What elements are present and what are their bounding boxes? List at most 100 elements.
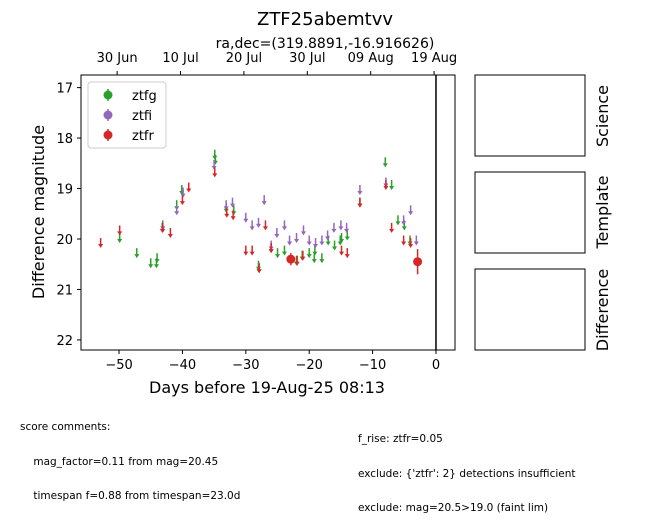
ztfr-limit-arrow (300, 256, 306, 261)
ztfi-limit-arrow (313, 244, 319, 249)
template-panel (474, 171, 586, 254)
ztfi-limit-arrow (249, 226, 255, 231)
top-tick-label: 10 Jul (162, 51, 198, 66)
ztfr-limit-arrow (401, 241, 407, 246)
legend: ztfg ztfi ztfr (87, 81, 167, 149)
x-tick-label: −30 (232, 358, 259, 373)
ztfr-limit-arrow (179, 201, 185, 206)
ztfr-limit-arrow (230, 216, 236, 221)
ztfg-limit-arrow (382, 163, 388, 168)
y-tick-label: 20 (56, 233, 73, 248)
y-tick-label: 21 (56, 283, 73, 298)
ztfr-limit-arrow (408, 244, 414, 249)
comment-line: f_rise: ztfr=0.05 (358, 433, 443, 445)
ztfr-detections-point (286, 254, 296, 264)
legend-marker (103, 90, 113, 100)
ztfg-limit-arrow (311, 259, 317, 264)
ztfi-limit-arrow (274, 233, 280, 238)
chart-title: ZTF25abemtvv (257, 9, 393, 30)
y-axis-label: Difference magnitude (29, 125, 48, 299)
score-comments-left: score comments: mag_factor=0.11 from mag… (20, 399, 240, 514)
ztfr-limit-arrow (167, 233, 173, 238)
ztfr-limit-arrow (339, 251, 345, 256)
ztfi-limit-arrow (174, 211, 180, 216)
y-tick-label: 18 (56, 132, 73, 147)
ztfg-limit-arrow (332, 246, 338, 251)
ztfg-limit-arrow (319, 259, 325, 264)
ztfr-limit-arrow (357, 203, 363, 208)
top-tick-label: 20 Jul (226, 51, 262, 66)
ztfi-limit-arrow (331, 228, 337, 233)
legend-label: ztfg (132, 89, 157, 104)
ztfg-limit-arrow (389, 186, 395, 191)
ztfr-detections-point (413, 257, 423, 267)
ztfr-limit-arrow (186, 188, 192, 193)
template-label: Template (593, 175, 612, 249)
ztfg-limit-arrow (401, 226, 407, 231)
comment-line: exclude: {'ztfr': 2} detections insuffic… (358, 467, 576, 480)
science-label: Science (593, 85, 612, 147)
ztfi-limit-arrow (306, 241, 312, 246)
ztfr-limit-arrow (243, 251, 249, 256)
difference-label: Difference (593, 269, 612, 351)
x-tick-label: −10 (359, 358, 386, 373)
ztfg-limit-arrow (148, 264, 154, 269)
ztfg-limit-arrow (395, 221, 401, 226)
ztfr-limit-arrow (262, 226, 268, 231)
x-tick-label: −20 (295, 358, 322, 373)
score-comments-right: f_rise: ztfr=0.05 exclude: {'ztfr': 2} d… (358, 411, 576, 526)
ztfi-limit-arrow (344, 228, 350, 233)
ztfi-limit-arrow (261, 201, 267, 206)
ztfi-limit-arrow (338, 226, 344, 231)
ztfi-limit-arrow (294, 238, 300, 243)
x-axis-label: Days before 19-Aug-25 08:13 (149, 378, 385, 397)
legend-label: ztfr (132, 129, 154, 144)
x-tick-label: −50 (105, 358, 132, 373)
ztfi-limit-arrow (325, 236, 331, 241)
plot-frame (80, 74, 456, 351)
ztfr-limit-arrow (224, 213, 230, 218)
y-tick-label: 22 (56, 334, 73, 349)
science-panel (474, 74, 586, 157)
ztfg-limit-arrow (275, 254, 281, 259)
light-curve-chart: ZTF25abemtvv ra,dec=(319.8891,-16.916626… (29, 9, 612, 397)
ztfi-limit-arrow (255, 223, 261, 228)
comment-line: timespan f=0.88 from timespan=23.0d (20, 490, 241, 502)
ztfg-limit-arrow (134, 254, 140, 259)
ztfg-limit-arrow (306, 254, 312, 259)
ztfi-limit-arrow (281, 226, 287, 231)
legend-marker (103, 130, 113, 140)
ztfr-limit-arrow (344, 254, 350, 259)
ztfg-limit-arrow (281, 251, 287, 256)
ztfr-limit-arrow (160, 228, 166, 233)
ztfi-limit-arrow (243, 218, 249, 223)
ztfi-limit-arrow (401, 221, 407, 226)
ztfr-limit-arrow (389, 228, 395, 233)
y-tick-label: 17 (56, 82, 73, 97)
x-tick-label: 0 (432, 358, 440, 373)
legend-marker (103, 110, 113, 120)
comment-line: score comments: (20, 421, 111, 433)
plot-area: −50 −40 −30 −20 −10 0 17 18 19 20 21 22 30 Jun 10 Jul… (56, 51, 457, 373)
ztfg-limit-arrow (312, 251, 318, 256)
top-tick-label: 30 Jul (289, 51, 325, 66)
ztfi-limit-arrow (408, 211, 414, 216)
comment-line: exclude: mag=20.5>19.0 (faint lim) (358, 502, 549, 514)
ztfr-limit-arrow (268, 249, 274, 254)
ztfr-limit-arrow (212, 173, 218, 178)
ztfg-limit-arrow (153, 264, 159, 269)
x-tick-label: −40 (169, 358, 196, 373)
difference-panel (474, 268, 586, 351)
ztfi-limit-arrow (300, 231, 306, 236)
ztfr-limit-arrow (249, 251, 255, 256)
comment-line: mag_factor=0.11 from mag=20.45 (20, 455, 219, 468)
ztfr-limit-arrow (98, 244, 104, 249)
ztfg-limit-arrow (325, 241, 331, 246)
ztfi-limit-arrow (357, 191, 363, 196)
chart-subtitle: ra,dec=(319.8891,-16.916626) (216, 36, 435, 52)
top-tick-label: 30 Jun (97, 51, 138, 66)
ztfi-limit-arrow (413, 241, 419, 246)
ztfi-limit-arrow (319, 241, 325, 246)
top-tick-label: 09 Aug (348, 51, 394, 66)
legend-label: ztfi (132, 109, 152, 124)
